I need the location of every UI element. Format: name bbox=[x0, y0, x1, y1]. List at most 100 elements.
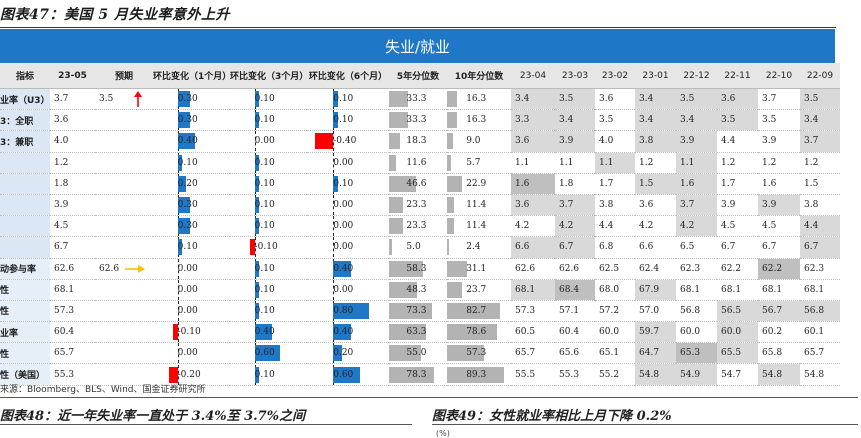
cell-value: 1.7 bbox=[721, 178, 736, 189]
table-row: 性 57.3 0.00 0.10 0.80 73.3 82.7 57.3 57.1 57.2 57.… bbox=[0, 300, 840, 323]
history-cell: 57.2 bbox=[595, 300, 635, 323]
column-header: 5年分位数 bbox=[389, 63, 447, 89]
column-header: 环比变化（6个月） bbox=[307, 63, 389, 89]
history-cell: 56.8 bbox=[676, 300, 717, 323]
history-cell: 54.9 bbox=[676, 363, 717, 386]
change-value: 0.00 bbox=[333, 157, 354, 168]
change-value: 0.10 bbox=[177, 242, 198, 253]
column-header: 环比变化（1个月） bbox=[153, 63, 230, 89]
column-header: 预期 bbox=[95, 63, 153, 89]
change-value: 0.10 bbox=[254, 115, 275, 126]
change-value: 0.10 bbox=[333, 94, 354, 105]
figure-title: 图表47：美国 5 月失业率意外上升 bbox=[0, 7, 230, 23]
percentile-value: 18.3 bbox=[406, 136, 427, 147]
cell-value: 62.2 bbox=[721, 263, 742, 274]
history-cell: 60.1 bbox=[800, 321, 840, 344]
change-cell: -0.10 bbox=[153, 321, 230, 344]
history-cell: 60.4 bbox=[555, 321, 595, 344]
cell-value: 68.1 bbox=[515, 284, 536, 295]
positive-change-bar bbox=[177, 175, 187, 192]
row-label: 性 bbox=[0, 279, 50, 301]
table-cell: 1.8 bbox=[50, 173, 95, 195]
percentile-value: 2.4 bbox=[466, 242, 481, 253]
cell-value: 3.7 bbox=[559, 200, 574, 211]
cell-value: 60.0 bbox=[680, 327, 701, 338]
cell-value: 4.5 bbox=[54, 221, 69, 232]
cell-value: 4.2 bbox=[639, 221, 654, 232]
history-cell: 3.9 bbox=[717, 194, 758, 217]
cell-value: 3.7 bbox=[54, 94, 69, 105]
cell-value: 3.9 bbox=[762, 200, 777, 211]
history-cell: 60.0 bbox=[676, 321, 717, 344]
cell-value: 67.9 bbox=[639, 284, 660, 295]
row-label: 性（美国） bbox=[0, 363, 50, 386]
change-value: -0.20 bbox=[177, 369, 201, 380]
history-cell: 57.3 bbox=[511, 300, 555, 323]
change-value: 0.00 bbox=[333, 284, 354, 295]
history-cell: 3.9 bbox=[555, 130, 595, 153]
history-cell: 65.7 bbox=[511, 342, 555, 365]
zero-axis bbox=[333, 152, 335, 173]
column-header: 22-11 bbox=[717, 63, 758, 89]
history-cell: 1.6 bbox=[511, 173, 555, 195]
cell-value: 65.1 bbox=[599, 348, 620, 359]
history-cell: 3.6 bbox=[511, 194, 555, 217]
change-cell: 0.00 bbox=[307, 215, 389, 238]
positive-change-bar bbox=[177, 133, 195, 150]
expectation-cell bbox=[95, 279, 153, 301]
percentile-bar bbox=[447, 324, 498, 341]
history-cell: 3.5 bbox=[717, 109, 758, 132]
positive-change-bar bbox=[254, 175, 259, 192]
history-cell: 3.4 bbox=[800, 109, 840, 132]
expectation-cell bbox=[95, 130, 153, 153]
history-cell: 3.7 bbox=[758, 88, 800, 111]
history-cell: 3.9 bbox=[758, 194, 800, 217]
history-cell: 1.5 bbox=[635, 173, 676, 195]
history-cell: 1.1 bbox=[555, 152, 595, 174]
cell-value: 60.0 bbox=[721, 327, 742, 338]
cell-value: 56.8 bbox=[804, 305, 825, 316]
history-cell: 6.7 bbox=[800, 236, 840, 259]
cell-value: 3.4 bbox=[680, 115, 695, 126]
expectation-cell bbox=[95, 363, 153, 386]
column-header: 23-02 bbox=[595, 63, 635, 89]
cell-value: 56.8 bbox=[680, 305, 701, 316]
change-value: 0.30 bbox=[177, 94, 198, 105]
cell-value: 55.3 bbox=[54, 369, 75, 380]
change-value: -0.10 bbox=[254, 242, 278, 253]
header-row: 指标 23-05 预期 环比变化（1个月） 环比变化（3个月） 环比变化（6个月） 5年分位… bbox=[0, 63, 840, 89]
change-cell: 0.40 bbox=[230, 321, 307, 344]
cell-value: 62.6 bbox=[559, 263, 580, 274]
change-value: 0.10 bbox=[254, 263, 275, 274]
row-label: 性 bbox=[0, 300, 50, 323]
column-header: 22-09 bbox=[800, 63, 840, 89]
change-cell: 0.20 bbox=[307, 342, 389, 365]
cell-value: 6.5 bbox=[680, 242, 695, 253]
cell-value: 68.1 bbox=[804, 284, 825, 295]
percentile-cell: 23.3 bbox=[389, 194, 447, 217]
cell-value: 4.2 bbox=[559, 221, 574, 232]
table-cell: 4.5 bbox=[50, 215, 95, 238]
history-cell: 3.5 bbox=[595, 109, 635, 132]
positive-change-bar bbox=[177, 197, 191, 214]
history-cell: 1.5 bbox=[800, 173, 840, 195]
percentile-bar bbox=[389, 133, 400, 150]
history-cell: 3.4 bbox=[635, 88, 676, 111]
percentile-bar bbox=[389, 218, 403, 235]
cell-value: 60.2 bbox=[762, 327, 783, 338]
history-cell: 4.2 bbox=[676, 215, 717, 238]
zero-axis bbox=[254, 237, 256, 257]
table-cell: 55.3 bbox=[50, 363, 95, 386]
percentile-bar bbox=[389, 302, 432, 319]
cell-value: 54.8 bbox=[639, 369, 660, 380]
history-cell: 4.4 bbox=[595, 215, 635, 238]
cell-value: 60.1 bbox=[804, 327, 825, 338]
history-cell: 6.7 bbox=[555, 236, 595, 259]
cell-value: 62.6 bbox=[515, 263, 536, 274]
source-note: 来源：Bloomberg、BLS、Wind、国金证券研究所 bbox=[0, 385, 206, 395]
table-row: 3：全职 3.6 0.30 0.10 0.10 33.3 16.3 3.3 3.4 3.5 3.4 3… bbox=[0, 109, 840, 132]
row-label: 性 bbox=[0, 342, 50, 365]
positive-change-bar bbox=[333, 91, 338, 108]
change-cell: 0.10 bbox=[230, 109, 307, 132]
history-cell: 3.5 bbox=[758, 109, 800, 132]
